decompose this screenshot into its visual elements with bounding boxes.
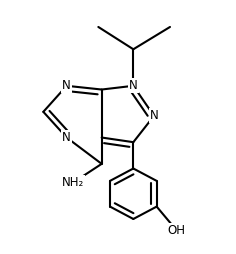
Text: N: N [150,109,158,122]
Text: N: N [129,79,138,92]
Text: N: N [62,79,71,92]
Text: NH₂: NH₂ [62,176,84,189]
Text: OH: OH [168,224,186,237]
Text: N: N [62,131,71,144]
